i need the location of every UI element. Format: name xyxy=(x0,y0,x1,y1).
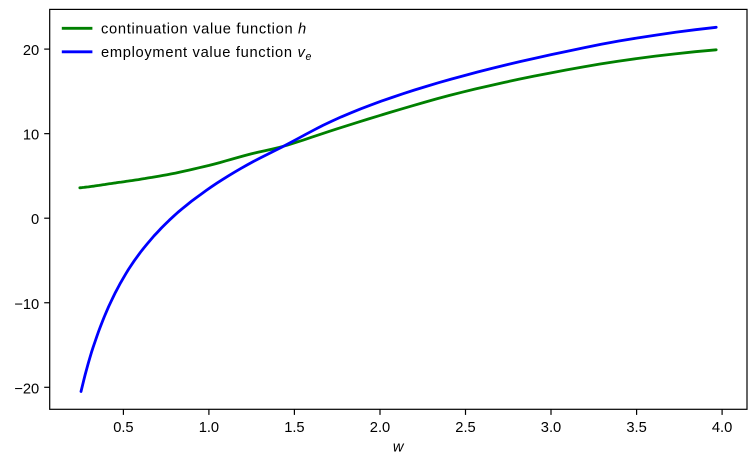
svg-text:1.0: 1.0 xyxy=(199,420,219,436)
svg-text:4.0: 4.0 xyxy=(712,420,732,436)
svg-text:0: 0 xyxy=(31,212,39,228)
svg-text:1.5: 1.5 xyxy=(284,420,304,436)
svg-text:2.5: 2.5 xyxy=(455,420,475,436)
svg-text:−10: −10 xyxy=(14,297,39,313)
svg-text:0.5: 0.5 xyxy=(113,420,133,436)
svg-text:employment value function ve: employment value function ve xyxy=(101,45,312,63)
svg-text:20: 20 xyxy=(23,43,39,59)
svg-text:continuation value function h: continuation value function h xyxy=(101,22,307,38)
svg-text:3.0: 3.0 xyxy=(541,420,561,436)
svg-text:3.5: 3.5 xyxy=(626,420,646,436)
svg-text:2.0: 2.0 xyxy=(370,420,390,436)
svg-text:10: 10 xyxy=(23,128,39,144)
svg-text:−20: −20 xyxy=(14,381,39,397)
svg-text:w: w xyxy=(393,440,405,456)
